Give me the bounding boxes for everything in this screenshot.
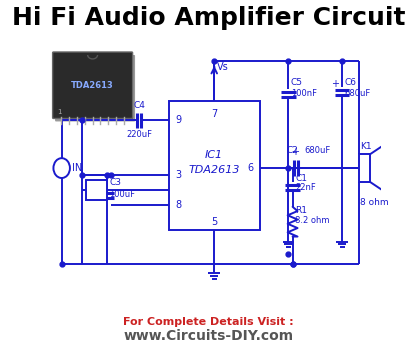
Text: 22nF: 22nF <box>295 184 316 193</box>
Bar <box>169 100 260 230</box>
Text: Hi Fi Audio Amplifier Circuit: Hi Fi Audio Amplifier Circuit <box>12 6 405 30</box>
Text: www.Circuits-DIY.com: www.Circuits-DIY.com <box>123 329 294 343</box>
Bar <box>86 180 107 200</box>
Text: C1: C1 <box>295 174 307 183</box>
Text: 100nF: 100nF <box>291 89 317 98</box>
Text: C5: C5 <box>291 78 303 87</box>
Text: 8: 8 <box>176 200 182 210</box>
Text: IN: IN <box>73 163 83 173</box>
Text: 8.2 ohm: 8.2 ohm <box>295 216 329 225</box>
Text: C2: C2 <box>286 146 299 155</box>
Text: 5: 5 <box>211 217 217 227</box>
Text: 220uF: 220uF <box>126 130 152 139</box>
Text: TDA2613: TDA2613 <box>188 165 240 175</box>
Text: 680uF: 680uF <box>304 146 330 155</box>
Text: C4: C4 <box>133 100 145 109</box>
Text: 3: 3 <box>176 170 182 180</box>
Text: +: + <box>96 182 104 192</box>
Text: For Complete Details Visit :: For Complete Details Visit : <box>123 317 294 327</box>
FancyBboxPatch shape <box>53 52 133 118</box>
Text: 680uF: 680uF <box>344 89 371 98</box>
Circle shape <box>53 158 70 178</box>
Text: +: + <box>331 79 339 89</box>
Text: IC1: IC1 <box>205 150 224 160</box>
Text: 6: 6 <box>247 163 253 173</box>
Text: 100uF: 100uF <box>110 190 136 199</box>
Text: 7: 7 <box>211 109 217 118</box>
FancyBboxPatch shape <box>55 55 135 121</box>
Text: Vs: Vs <box>217 62 229 72</box>
Text: C6: C6 <box>344 78 357 87</box>
Text: R1: R1 <box>295 206 307 215</box>
Text: 1: 1 <box>57 108 61 114</box>
Bar <box>359 154 370 182</box>
Text: 8 ohm: 8 ohm <box>360 198 389 207</box>
Text: +: + <box>291 147 299 157</box>
Text: TDA2613: TDA2613 <box>71 81 114 90</box>
Text: 9: 9 <box>176 116 182 126</box>
Text: K1: K1 <box>360 142 372 151</box>
Text: C3: C3 <box>110 179 121 188</box>
